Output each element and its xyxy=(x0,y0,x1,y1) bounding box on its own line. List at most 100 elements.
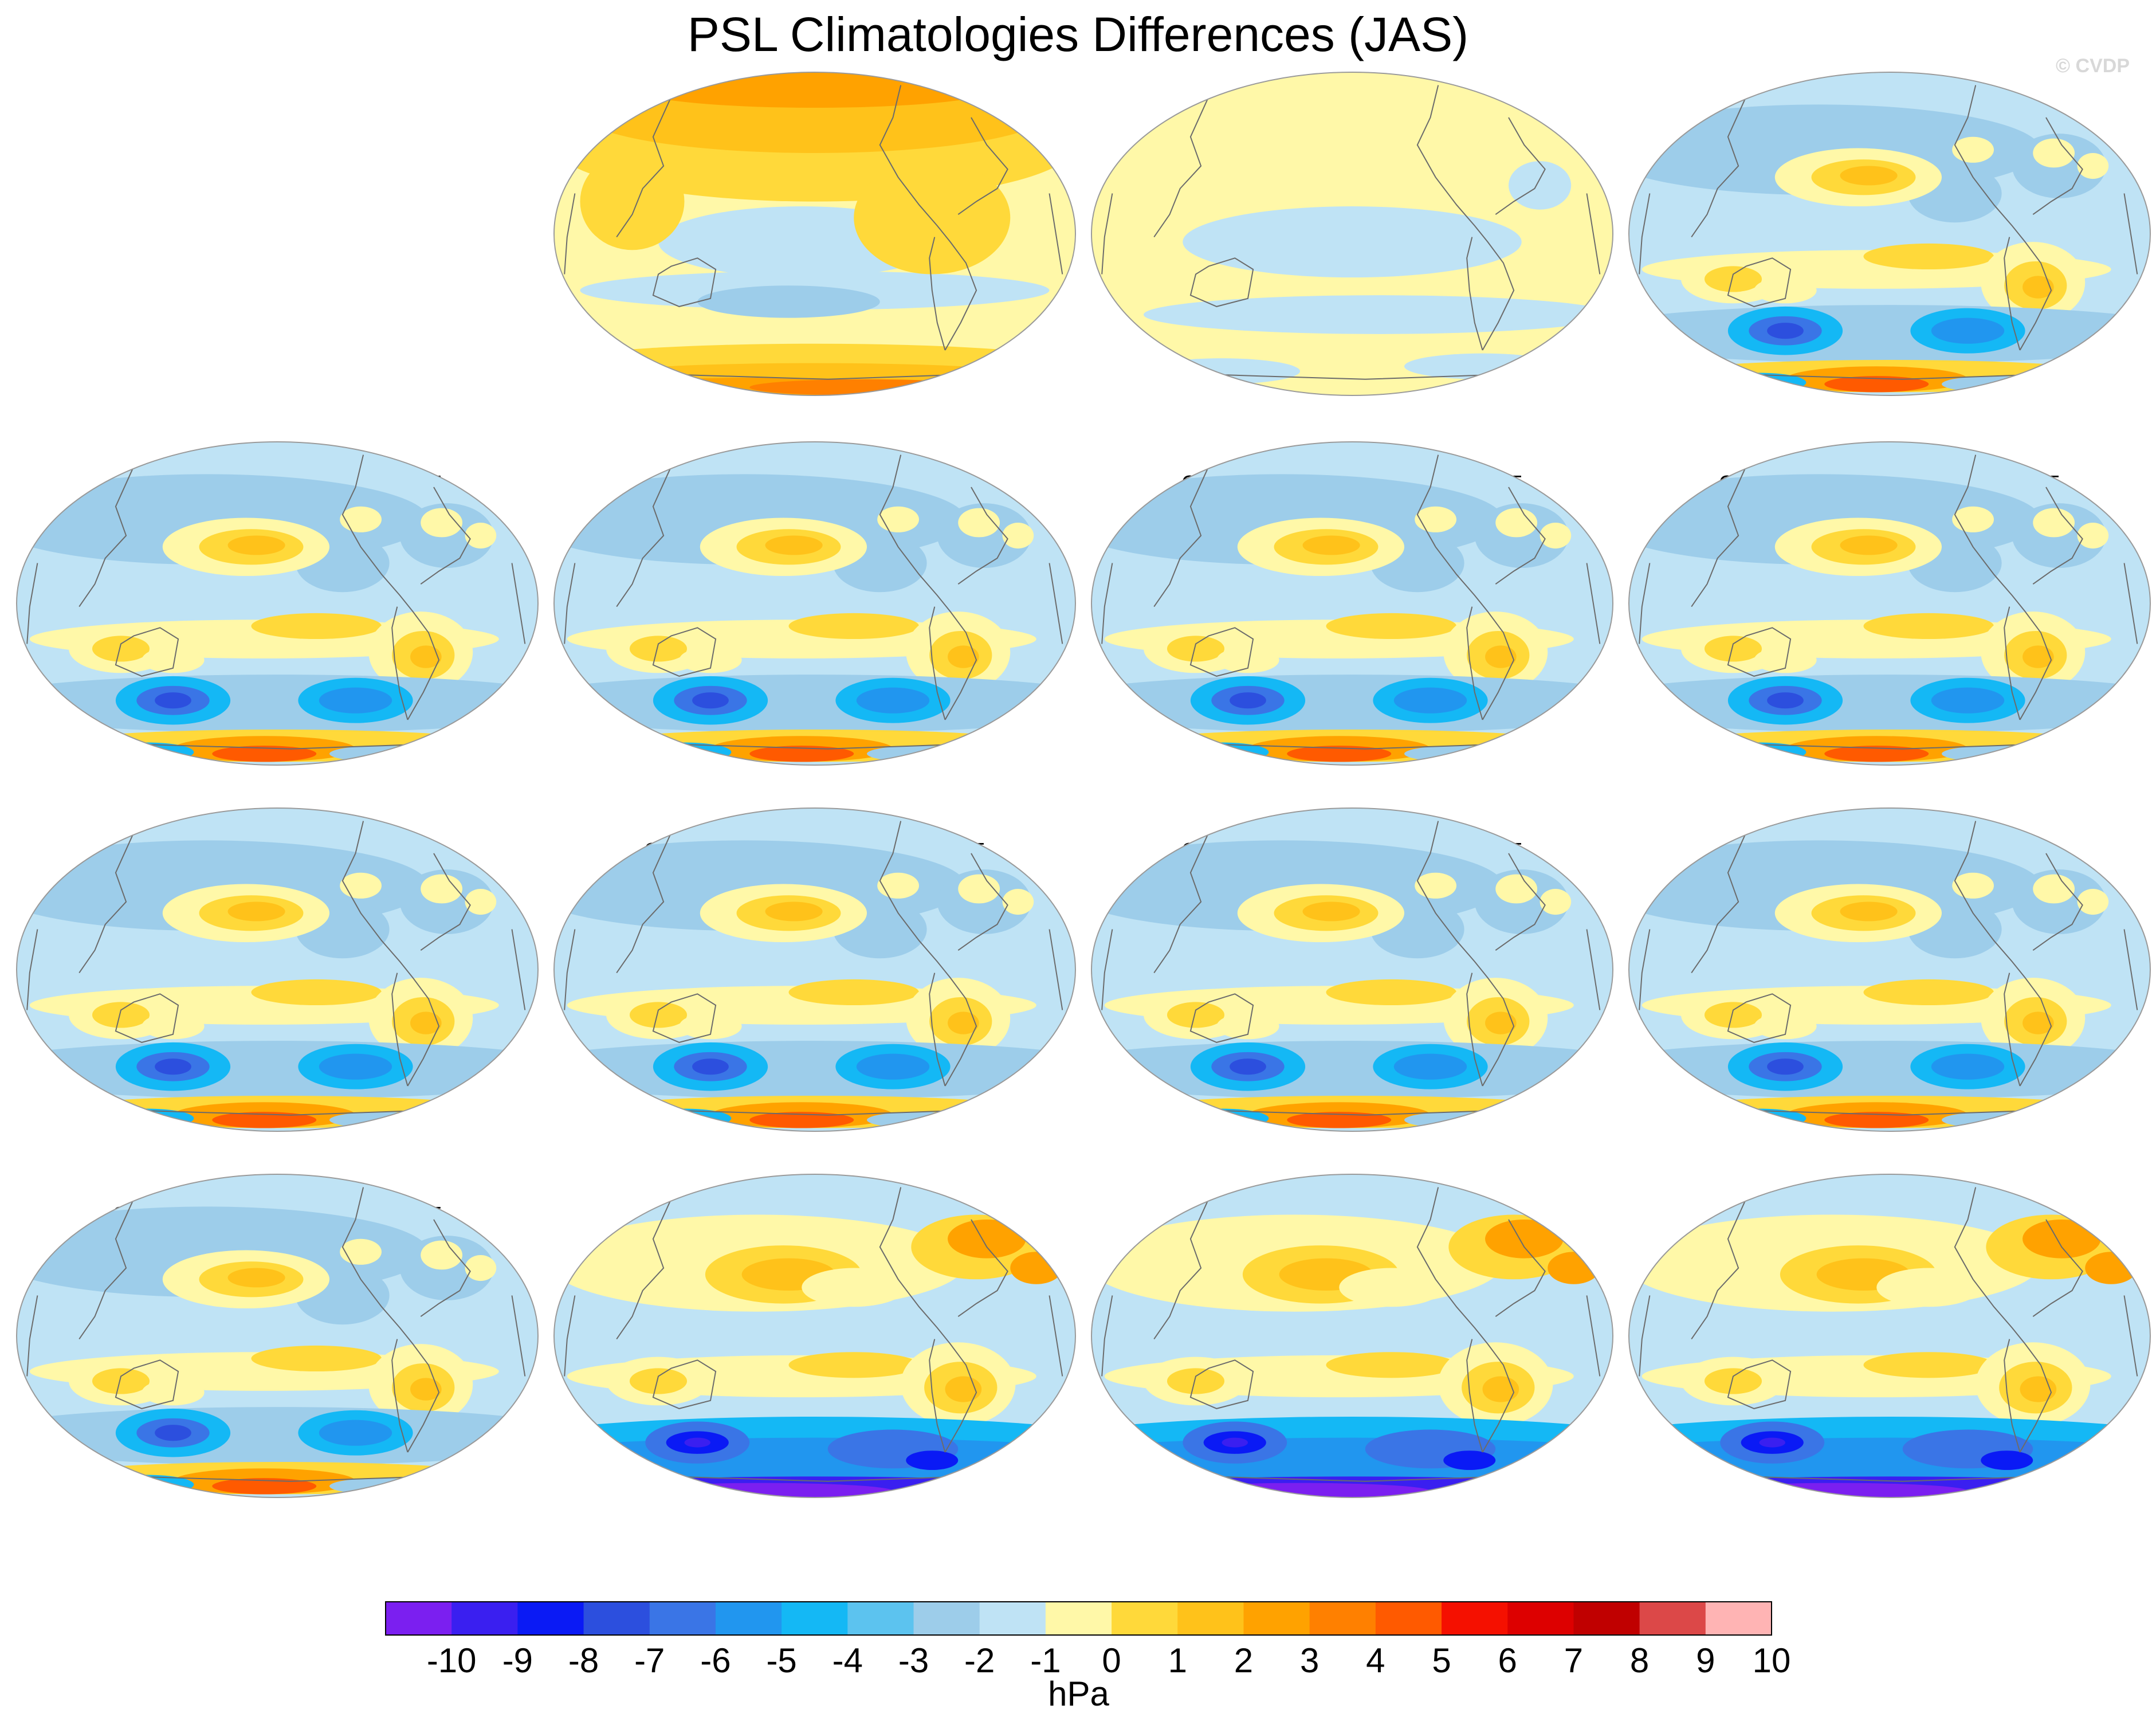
pressure-anomaly-region xyxy=(1754,647,1817,673)
map-field xyxy=(1091,72,1613,395)
coastline xyxy=(1048,563,1063,644)
map-field xyxy=(1629,1174,2150,1497)
map-border xyxy=(553,807,1076,1132)
coastline xyxy=(2004,1339,2021,1453)
coastline xyxy=(957,117,1008,215)
coastline xyxy=(2004,973,2021,1087)
colorbar-swatch xyxy=(781,1602,848,1635)
coastline xyxy=(929,606,946,720)
pressure-anomaly-region xyxy=(212,746,317,762)
coastline xyxy=(957,487,1008,585)
coastline xyxy=(564,1295,576,1377)
pressure-anomaly-region xyxy=(1931,1053,2005,1080)
pressure-anomaly-region xyxy=(1326,613,1456,640)
pressure-anomaly-region xyxy=(554,1041,1075,1099)
pressure-anomaly-region xyxy=(1704,636,1762,662)
pressure-anomaly-region xyxy=(421,508,463,538)
coastline xyxy=(2032,117,2083,215)
pressure-anomaly-region xyxy=(854,161,1011,275)
pressure-anomaly-region xyxy=(1540,889,1572,915)
colorbar-tick-label: -1 xyxy=(1030,1641,1061,1680)
coastline xyxy=(2004,237,2021,351)
pressure-anomaly-region xyxy=(465,889,497,915)
coastline xyxy=(1416,85,1515,351)
pressure-anomaly-region xyxy=(948,645,979,668)
colorbar-swatch xyxy=(451,1602,518,1635)
coastline xyxy=(1466,606,1483,720)
coastline xyxy=(511,1295,526,1377)
coastline xyxy=(1691,96,1747,238)
pressure-anomaly-region xyxy=(1876,1268,1981,1307)
pressure-anomaly-region xyxy=(1091,1041,1613,1099)
pressure-anomaly-region xyxy=(1326,979,1456,1006)
pressure-anomaly-region xyxy=(1002,523,1034,549)
coastline xyxy=(341,454,440,720)
pressure-anomaly-region xyxy=(958,508,1000,538)
map-panel: CESM3 BLT1850 162 25-100-ERA5 xyxy=(1628,807,2151,1132)
colorbar-swatch xyxy=(1243,1602,1310,1635)
pressure-anomaly-region xyxy=(788,1352,919,1378)
colorbar-swatch xyxy=(649,1602,716,1635)
coastline xyxy=(1495,117,1546,215)
colorbar-swatch xyxy=(1045,1602,1112,1635)
pressure-anomaly-region xyxy=(1754,1013,1817,1040)
coastline xyxy=(1727,627,1792,677)
coastline xyxy=(652,1359,717,1409)
pressure-anomaly-region xyxy=(1415,506,1457,532)
colorbar-swatch xyxy=(1705,1602,1772,1635)
colorbar-tick-label: 8 xyxy=(1630,1641,1649,1680)
coastline xyxy=(1586,929,1601,1010)
colorbar-swatch xyxy=(1639,1602,1706,1635)
pressure-anomaly-region xyxy=(1981,1450,2033,1471)
pressure-anomaly-region xyxy=(2023,1219,2101,1259)
pressure-anomaly-region xyxy=(1824,376,1929,393)
colorbar-swatch xyxy=(1507,1602,1574,1635)
coastline xyxy=(1639,563,1651,644)
colorbar-tick-label: -5 xyxy=(766,1641,796,1680)
map-field xyxy=(17,442,538,765)
pressure-anomaly-region xyxy=(1495,508,1538,538)
pressure-anomaly-region xyxy=(1485,1219,1564,1259)
pressure-anomaly-region xyxy=(2077,153,2109,179)
pressure-anomaly-region xyxy=(251,1345,382,1372)
pressure-anomaly-region xyxy=(684,1437,710,1448)
pressure-anomaly-region xyxy=(92,636,150,662)
pressure-anomaly-region xyxy=(679,1013,742,1040)
colorbar-tick-label: 6 xyxy=(1498,1641,1517,1680)
coastline xyxy=(1416,1187,1515,1453)
pressure-anomaly-region xyxy=(1339,1268,1444,1307)
pressure-anomaly-region xyxy=(1540,523,1572,549)
pressure-anomaly-region xyxy=(410,1378,442,1401)
coastline xyxy=(78,465,135,607)
pressure-anomaly-region xyxy=(2023,645,2054,668)
map-panel: CESM3 BLT1850 162 1-50-ERA5 xyxy=(553,441,1076,766)
map-border xyxy=(16,807,539,1132)
coastline xyxy=(1466,237,1483,351)
pressure-anomaly-region xyxy=(1629,305,2150,363)
colorbar-swatch xyxy=(979,1602,1046,1635)
pressure-anomaly-region xyxy=(1485,1012,1517,1034)
pressure-anomaly-region xyxy=(948,1012,979,1034)
colorbar-tick-label: 9 xyxy=(1696,1641,1715,1680)
pressure-anomaly-region xyxy=(1952,872,1994,899)
coastline xyxy=(2032,1219,2083,1318)
pressure-anomaly-region xyxy=(2023,1012,2054,1034)
pressure-anomaly-region xyxy=(877,506,919,532)
pressure-anomaly-region xyxy=(319,1053,392,1080)
coastline xyxy=(115,627,179,677)
coastline xyxy=(879,1187,977,1453)
pressure-anomaly-region xyxy=(155,1425,191,1441)
coastline xyxy=(115,993,179,1043)
colorbar-tick-label: -4 xyxy=(832,1641,863,1680)
coastline xyxy=(1954,1187,2052,1453)
pressure-anomaly-region xyxy=(1144,295,1613,334)
coastline xyxy=(420,487,471,585)
coastline xyxy=(1101,1295,1113,1377)
pressure-anomaly-region xyxy=(1509,161,1572,210)
map-field xyxy=(554,808,1075,1131)
pressure-anomaly-region xyxy=(958,874,1000,904)
colorbar-tick-label: 4 xyxy=(1366,1641,1385,1680)
watermark: © CVDP xyxy=(2056,55,2130,77)
colorbar-tick-label: 10 xyxy=(1753,1641,1791,1680)
